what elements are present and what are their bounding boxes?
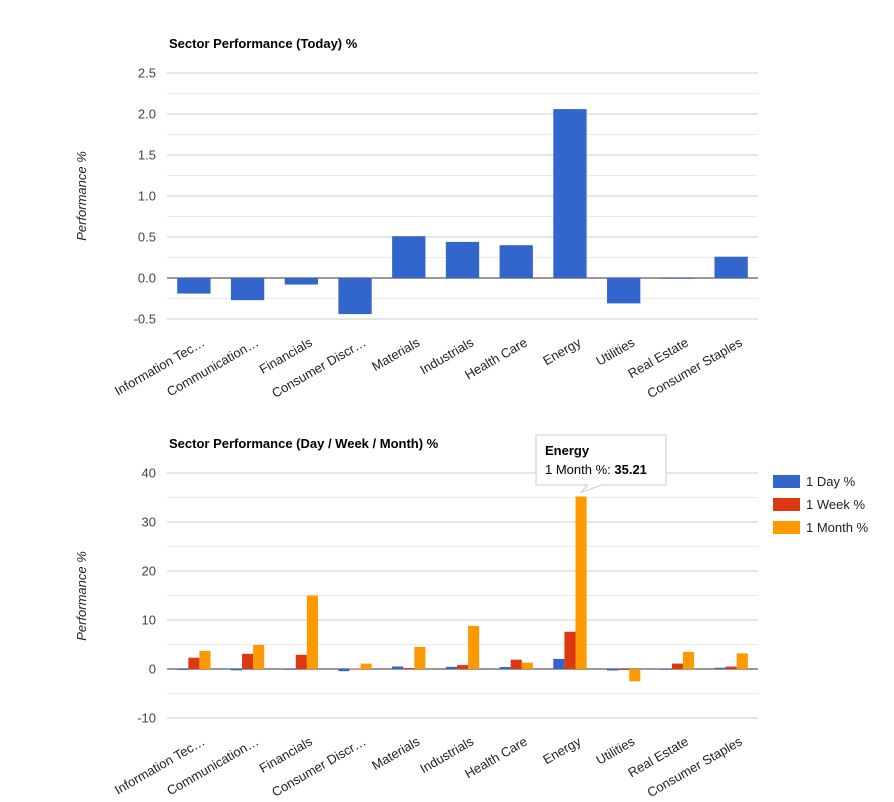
legend-swatch — [773, 521, 800, 534]
bar[interactable] — [199, 650, 211, 669]
bar[interactable] — [553, 109, 587, 278]
bar[interactable] — [284, 278, 318, 285]
bar[interactable] — [445, 241, 480, 278]
category-label: Consumer Staples — [645, 733, 746, 800]
bar[interactable] — [564, 631, 576, 669]
y-tick-label: 1.5 — [138, 148, 156, 163]
bar[interactable] — [242, 653, 254, 669]
bar[interactable] — [284, 669, 296, 670]
chart-title: Sector Performance (Day / Week / Month) … — [169, 436, 439, 451]
tooltip-title: Energy — [545, 443, 590, 458]
legend-label: 1 Week % — [806, 497, 865, 512]
bar[interactable] — [188, 657, 200, 669]
y-tick-label: 2.5 — [138, 66, 156, 81]
bar[interactable] — [338, 669, 350, 672]
category-label: Utilities — [593, 733, 637, 767]
bar[interactable] — [230, 278, 265, 301]
bar[interactable] — [660, 278, 695, 279]
y-tick-label: 40 — [142, 466, 156, 481]
chart-title: Sector Performance (Today) % — [169, 36, 358, 51]
category-label: Energy — [540, 733, 584, 767]
legend-label: 1 Day % — [806, 474, 856, 489]
tooltip: Energy 1 Month %: 35.21 — [535, 434, 667, 494]
legend-swatch — [773, 498, 800, 511]
bar[interactable] — [295, 654, 307, 669]
bar[interactable] — [360, 663, 372, 669]
y-axis-title: Performance % — [74, 151, 89, 241]
category-label: Energy — [540, 334, 584, 368]
bar[interactable] — [177, 278, 211, 294]
category-label: Consumer Discr… — [269, 734, 368, 800]
bar[interactable] — [607, 278, 641, 304]
y-tick-label: -0.5 — [134, 312, 156, 327]
bar[interactable] — [575, 496, 587, 669]
y-tick-label: 1.0 — [138, 189, 156, 204]
bar[interactable] — [445, 666, 457, 669]
category-label: Materials — [369, 733, 423, 773]
bar[interactable] — [456, 665, 469, 669]
bar[interactable] — [392, 236, 426, 278]
y-tick-label: -10 — [137, 711, 156, 726]
bar[interactable] — [414, 646, 426, 669]
bar[interactable] — [499, 667, 511, 669]
bar[interactable] — [553, 658, 565, 669]
y-tick-label: 0 — [149, 662, 156, 677]
bar[interactable] — [521, 662, 533, 669]
bar[interactable] — [499, 245, 533, 278]
bar[interactable] — [618, 669, 630, 670]
category-label: Communication… — [164, 734, 261, 799]
category-label: Consumer Discr… — [269, 335, 368, 401]
y-tick-label: 20 — [142, 564, 156, 579]
tooltip-series-label: 1 Month %: — [545, 462, 614, 477]
bar[interactable] — [338, 278, 372, 315]
bar[interactable] — [714, 256, 748, 278]
category-label: Utilities — [593, 334, 637, 368]
y-tick-label: 2.0 — [138, 107, 156, 122]
bar[interactable] — [510, 659, 522, 669]
category-label: Communication… — [164, 335, 261, 400]
bar[interactable] — [607, 669, 619, 671]
y-axis-title: Performance % — [74, 551, 89, 641]
tooltip-value: 1 Month %: 35.21 — [545, 462, 647, 477]
tooltip-box — [535, 434, 667, 494]
bar[interactable] — [682, 651, 695, 669]
bar[interactable] — [468, 625, 480, 669]
bar[interactable] — [714, 667, 726, 669]
bar[interactable] — [253, 644, 265, 669]
bar[interactable] — [349, 668, 361, 670]
bar[interactable] — [725, 666, 737, 669]
y-tick-label: 30 — [142, 515, 156, 530]
y-tick-label: 10 — [142, 613, 156, 628]
legend: 1 Day % 1 Week % 1 Month % — [773, 474, 869, 535]
bar[interactable] — [671, 663, 683, 669]
bar[interactable] — [736, 653, 748, 669]
bar[interactable] — [230, 669, 243, 671]
sector-today-chart: Sector Performance (Today) % Performance… — [74, 36, 758, 401]
bar[interactable] — [177, 669, 189, 670]
bar[interactable] — [306, 595, 318, 670]
category-label: Materials — [369, 334, 423, 374]
y-tick-label: 0.0 — [138, 271, 156, 286]
bar[interactable] — [660, 669, 672, 670]
sector-day-week-month-chart: Sector Performance (Day / Week / Month) … — [74, 434, 869, 800]
bar[interactable] — [392, 666, 404, 669]
category-label: Information Tec… — [112, 734, 208, 798]
legend-swatch — [773, 475, 800, 488]
y-tick-label: 0.5 — [138, 230, 156, 245]
tooltip-number: 35.21 — [614, 462, 647, 477]
category-label: Information Tec… — [112, 335, 208, 399]
category-label: Consumer Staples — [645, 334, 746, 401]
bar[interactable] — [403, 668, 415, 669]
bar[interactable] — [629, 669, 641, 682]
legend-label: 1 Month % — [806, 520, 869, 535]
